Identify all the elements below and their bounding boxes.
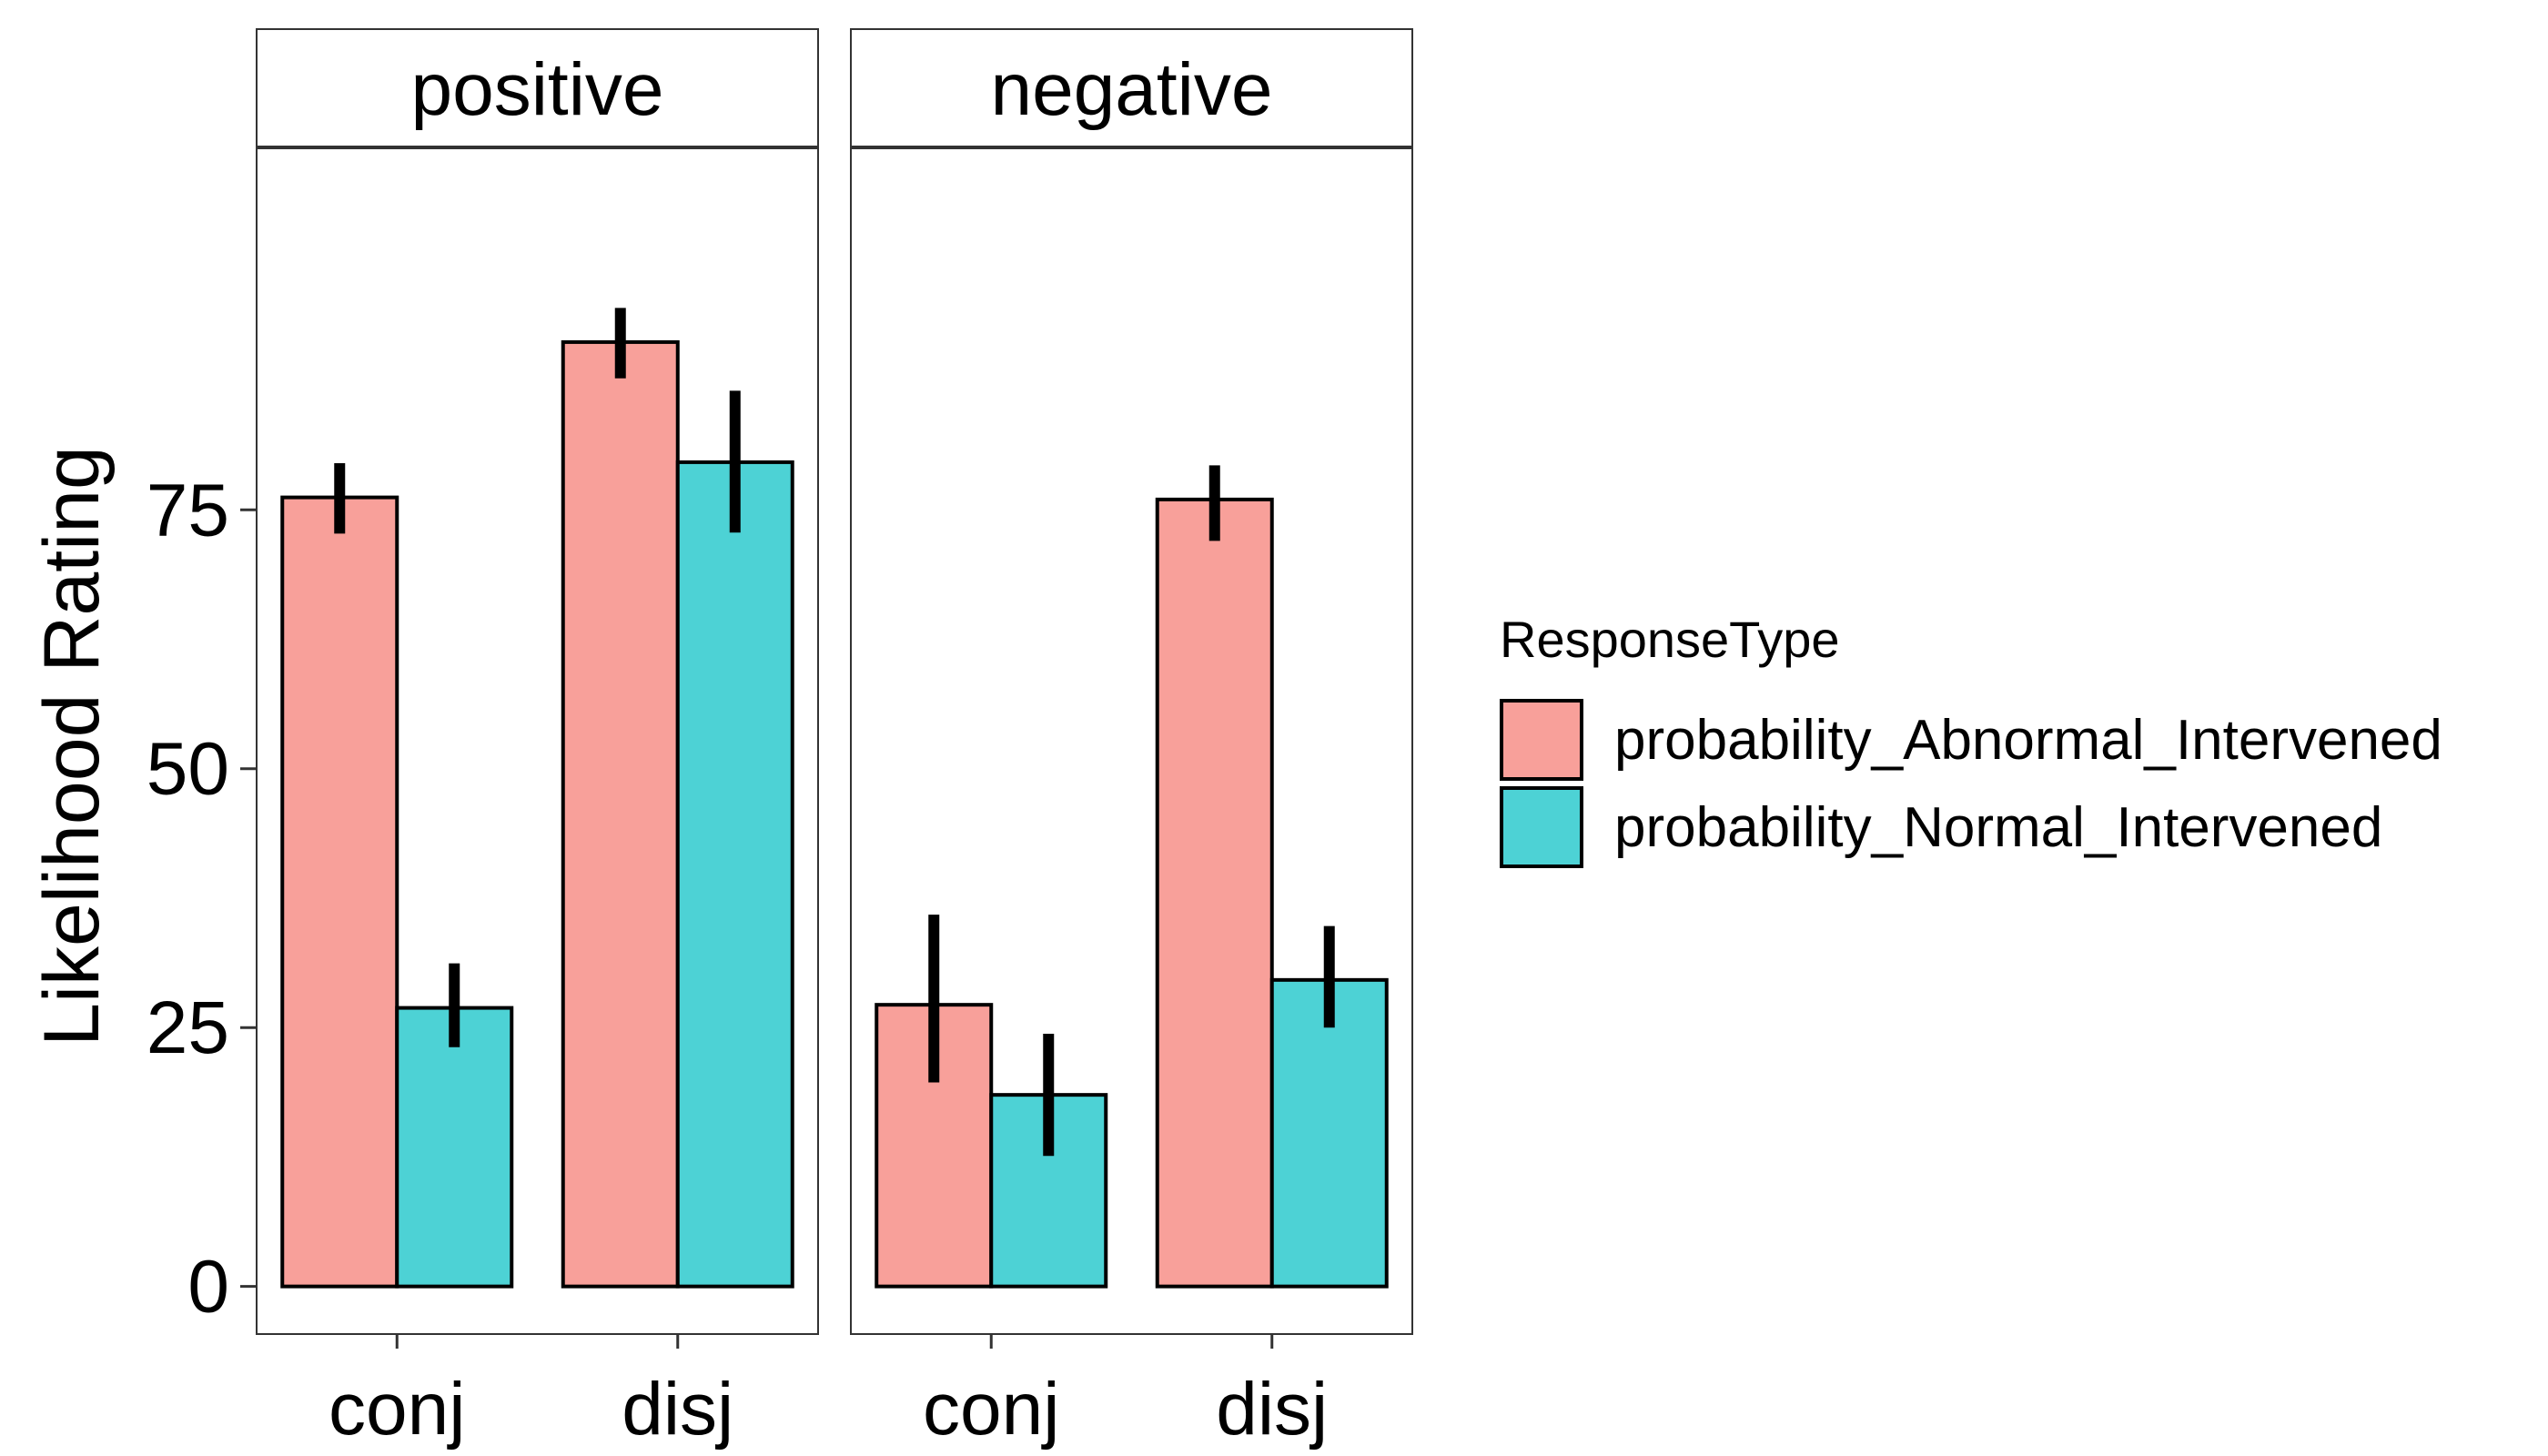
y-tick-label: 0 (187, 1246, 229, 1329)
bar-positive-conj-abnormal (280, 495, 399, 1289)
facet-strip (850, 28, 1413, 148)
facet-strip (256, 28, 819, 148)
facet-panel-negative: negative conj disj (850, 28, 1413, 1451)
facet-strip-label: positive (410, 48, 663, 131)
legend: ResponseType probability_Abnormal_Interve… (1500, 611, 2442, 868)
bar-positive-disj-normal (675, 460, 794, 1289)
y-axis-title: Likelihood Rating (28, 446, 116, 1046)
bar-negative-disj-abnormal (1155, 497, 1274, 1289)
y-tick-label: 50 (147, 728, 229, 811)
legend-label: probability_Abnormal_Intervened (1614, 709, 2442, 772)
bar-negative-disj-normal (1269, 977, 1389, 1289)
y-axis: 0 25 50 75 (147, 469, 257, 1329)
facet-strip-label: negative (990, 48, 1272, 131)
bar-positive-disj-abnormal (561, 339, 680, 1289)
y-tick-label: 25 (147, 986, 229, 1069)
x-tick-label: disj (1216, 1368, 1328, 1451)
facet-panel-positive: positive conj disj (256, 28, 819, 1451)
x-tick-label: disj (622, 1368, 733, 1451)
x-tick-label: conj (923, 1368, 1059, 1451)
legend-title: ResponseType (1500, 611, 1840, 668)
bar-positive-conj-normal (395, 1006, 514, 1289)
legend-label: probability_Normal_Intervened (1614, 796, 2382, 859)
y-tick-label: 75 (147, 469, 229, 551)
legend-key (1500, 699, 1583, 781)
facet-panels: positive conj disj negative conj disj (256, 28, 1413, 1451)
legend-key (1500, 786, 1583, 868)
bar-negative-conj-normal (989, 1093, 1108, 1289)
x-tick-label: conj (329, 1368, 465, 1451)
